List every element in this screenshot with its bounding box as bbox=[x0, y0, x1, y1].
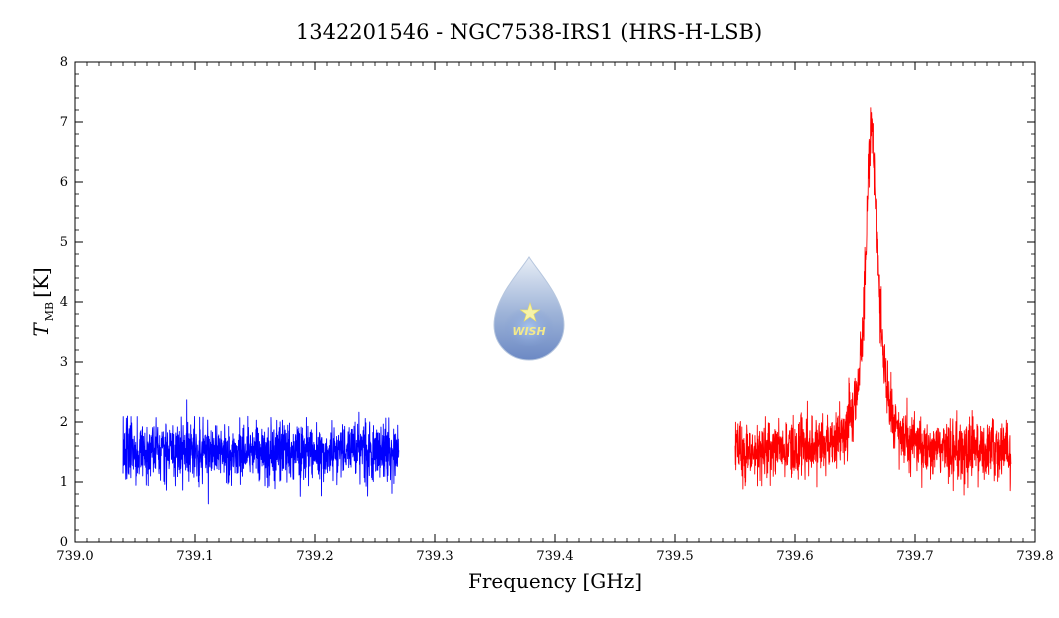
x-tick-label: 739.2 bbox=[296, 549, 333, 564]
y-tick-label: 6 bbox=[60, 175, 68, 190]
y-tick-label: 7 bbox=[60, 115, 68, 130]
x-tick-label: 739.4 bbox=[536, 549, 573, 564]
x-axis-ticks: 739.0 739.1 739.2 739.3 739.4 739.5 739.6 739.7… bbox=[56, 62, 1054, 564]
y-tick-label: 1 bbox=[60, 475, 68, 490]
y-tick-label: 3 bbox=[60, 355, 68, 370]
series-line-1 bbox=[122, 399, 400, 505]
y-tick-label: 4 bbox=[60, 295, 68, 310]
y-axis-label-symbol: T bbox=[29, 322, 53, 337]
y-tick-label: 0 bbox=[60, 535, 68, 550]
x-tick-label: 739.0 bbox=[56, 549, 93, 564]
star-icon bbox=[519, 302, 541, 322]
x-tick-label: 739.7 bbox=[896, 549, 933, 564]
y-axis-ticks: 0 1 2 3 4 5 6 7 8 bbox=[60, 55, 1035, 550]
x-tick-label: 739.8 bbox=[1016, 549, 1053, 564]
y-tick-label: 2 bbox=[60, 415, 68, 430]
y-axis-label-unit: [K] bbox=[29, 267, 53, 298]
x-tick-label: 739.6 bbox=[776, 549, 813, 564]
chart-title: 1342201546 - NGC7538-IRS1 (HRS-H-LSB) bbox=[296, 20, 762, 44]
series-layer bbox=[122, 107, 1012, 505]
series-line-2 bbox=[734, 107, 1012, 496]
y-axis-label: TMB [K] bbox=[29, 267, 56, 336]
x-tick-label: 739.3 bbox=[416, 549, 453, 564]
x-axis-label: Frequency [GHz] bbox=[468, 569, 642, 593]
y-tick-label: 8 bbox=[60, 55, 68, 70]
x-tick-label: 739.1 bbox=[176, 549, 213, 564]
x-tick-label: 739.5 bbox=[656, 549, 693, 564]
svg-text:TMB[K]: TMB [K] bbox=[29, 267, 56, 336]
logo-text: WISH bbox=[512, 325, 545, 338]
wish-logo: WISH bbox=[493, 256, 565, 361]
y-tick-label: 5 bbox=[60, 235, 68, 250]
y-axis-label-subscript: MB bbox=[43, 302, 56, 321]
